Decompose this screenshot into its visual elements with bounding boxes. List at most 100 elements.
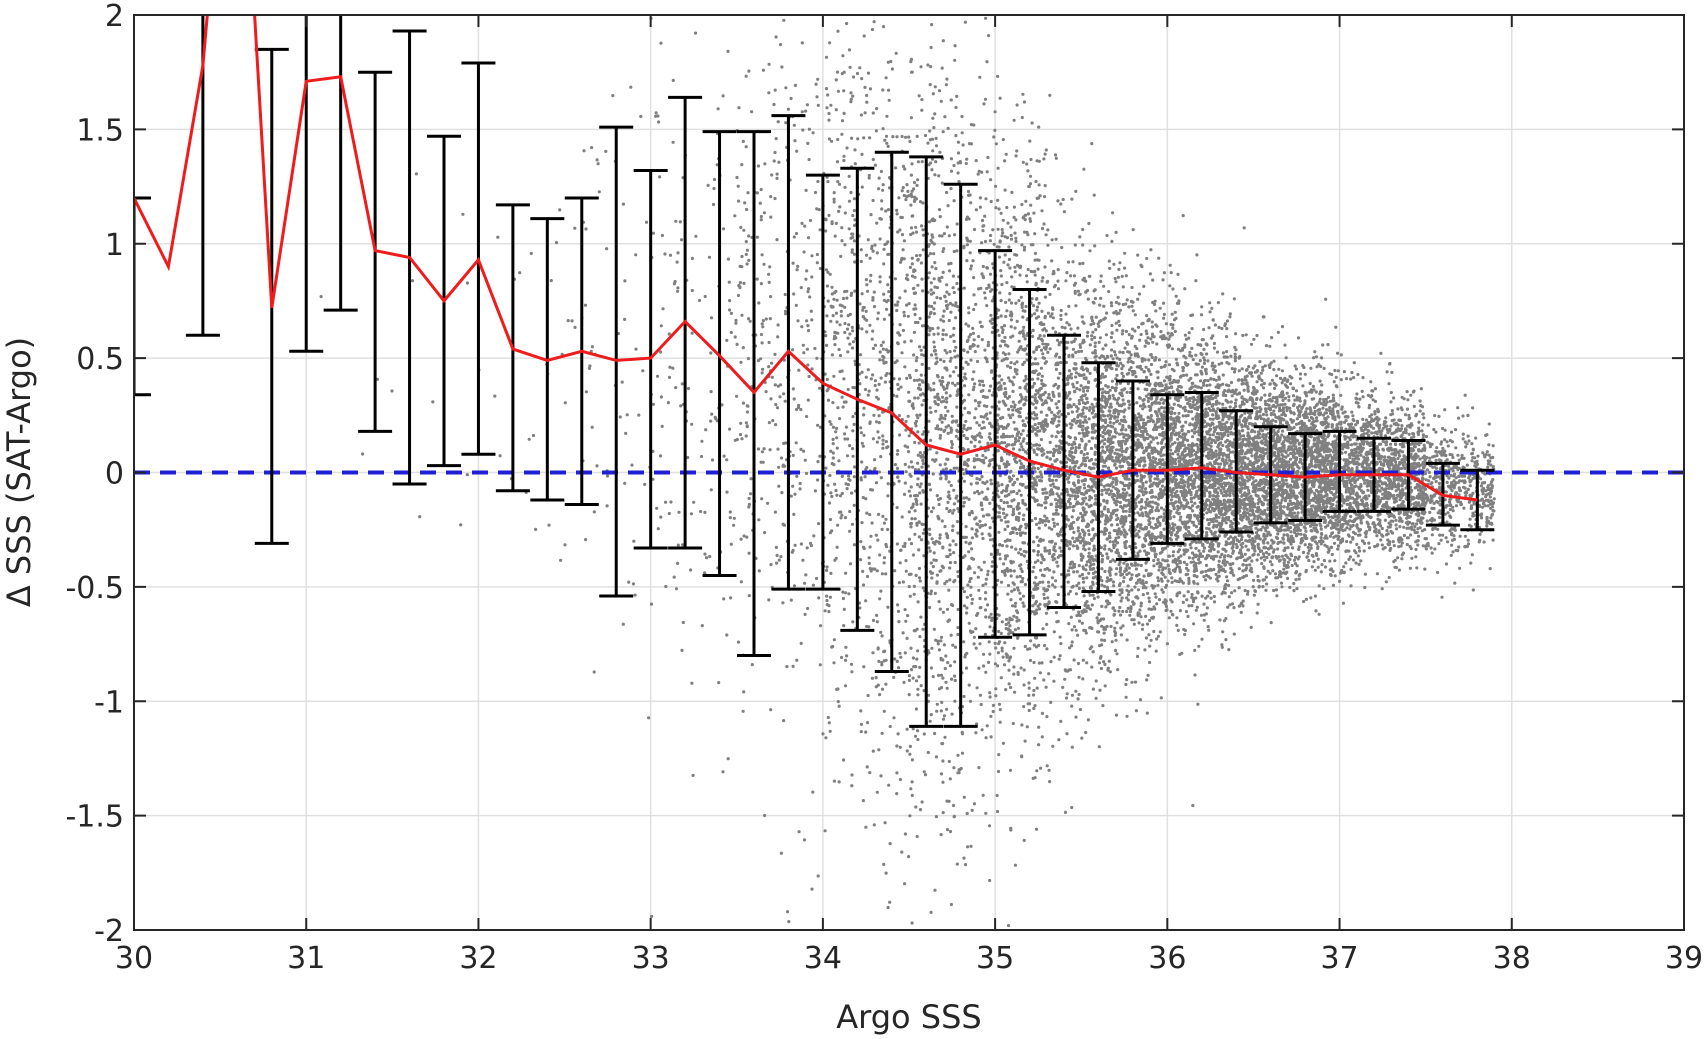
scatter-point [945, 368, 949, 372]
scatter-point [911, 465, 915, 469]
scatter-point [909, 525, 913, 529]
scatter-point [837, 182, 842, 186]
scatter-point [878, 350, 882, 354]
scatter-point [584, 227, 588, 231]
scatter-point [867, 389, 871, 393]
scatter-point [1115, 401, 1119, 405]
scatter-point [998, 543, 1002, 547]
scatter-point [1074, 497, 1078, 501]
scatter-point [830, 462, 834, 466]
scatter-point [1017, 516, 1021, 520]
scatter-point [660, 233, 665, 238]
scatter-point [901, 164, 906, 168]
scatter-point [938, 417, 942, 421]
scatter-point [799, 542, 804, 546]
scatter-point [1054, 505, 1058, 509]
scatter-point [1019, 295, 1023, 299]
scatter-point [969, 844, 973, 848]
scatter-point [859, 709, 863, 713]
scatter-point [906, 614, 910, 618]
scatter-point [659, 41, 663, 45]
scatter-point [928, 138, 933, 142]
scatter-point [975, 528, 979, 532]
scatter-point [1003, 527, 1007, 532]
scatter-point [808, 218, 813, 223]
scatter-point [1021, 429, 1025, 433]
scatter-point [1021, 332, 1026, 336]
scatter-point [674, 386, 678, 390]
scatter-point [989, 714, 993, 719]
scatter-point [902, 193, 906, 198]
scatter-point [755, 235, 760, 239]
scatter-point [1008, 292, 1012, 296]
scatter-point [1078, 345, 1083, 349]
scatter-point [916, 461, 920, 465]
scatter-point [974, 627, 978, 631]
scatter-point [677, 510, 681, 514]
scatter-point [1000, 646, 1004, 650]
scatter-point [1156, 583, 1160, 587]
scatter-point [991, 709, 995, 714]
scatter-point [611, 94, 615, 98]
scatter-point [988, 652, 992, 656]
scatter-point [941, 610, 946, 614]
scatter-point [1077, 535, 1081, 539]
scatter-point [1072, 283, 1076, 287]
scatter-point [1009, 504, 1013, 509]
scatter-point [1024, 503, 1028, 507]
scatter-point [764, 390, 768, 394]
scatter-point [728, 427, 732, 431]
scatter-point [817, 208, 821, 212]
scatter-point [728, 299, 732, 303]
scatter-point [717, 681, 721, 685]
scatter-point [977, 458, 982, 462]
scatter-point [1108, 560, 1113, 564]
scatter-point [879, 343, 883, 347]
scatter-point [1042, 587, 1046, 591]
scatter-point [762, 262, 766, 266]
scatter-point [886, 482, 890, 486]
scatter-point [620, 380, 624, 384]
scatter-point [1066, 457, 1070, 461]
scatter-point [885, 141, 889, 145]
scatter-point [833, 336, 838, 340]
scatter-point [1019, 597, 1023, 601]
scatter-point [799, 407, 803, 412]
scatter-point [849, 293, 853, 297]
scatter-point [1012, 512, 1016, 516]
scatter-point [921, 458, 925, 463]
scatter-point [1052, 521, 1056, 525]
scatter-point [988, 691, 992, 695]
scatter-point [1035, 608, 1039, 612]
scatter-point [1001, 489, 1006, 493]
scatter-point [1070, 515, 1074, 519]
scatter-point [712, 186, 716, 191]
scatter-point [1115, 328, 1119, 332]
scatter-point [876, 311, 880, 315]
scatter-point [1076, 289, 1080, 293]
scatter-point [930, 157, 935, 161]
scatter-point [974, 407, 978, 411]
scatter-point [655, 374, 660, 378]
scatter-point [1099, 666, 1103, 671]
scatter-point [1059, 340, 1063, 344]
scatter-point [908, 376, 913, 380]
scatter-point [1049, 502, 1053, 506]
scatter-point [659, 395, 664, 399]
scatter-point [915, 502, 919, 506]
scatter-point [911, 676, 915, 680]
scatter-point [986, 340, 991, 344]
scatter-point [1054, 330, 1058, 334]
scatter-point [1013, 690, 1017, 694]
scatter-point [496, 235, 500, 239]
scatter-point [921, 233, 926, 237]
scatter-point [941, 328, 945, 332]
scatter-point [1052, 630, 1056, 634]
scatter-point [1024, 395, 1028, 399]
scatter-point [1068, 505, 1072, 509]
scatter-point [1033, 560, 1037, 564]
scatter-point [830, 529, 834, 533]
scatter-point [897, 387, 901, 391]
scatter-point [877, 421, 881, 425]
scatter-point [676, 286, 680, 290]
